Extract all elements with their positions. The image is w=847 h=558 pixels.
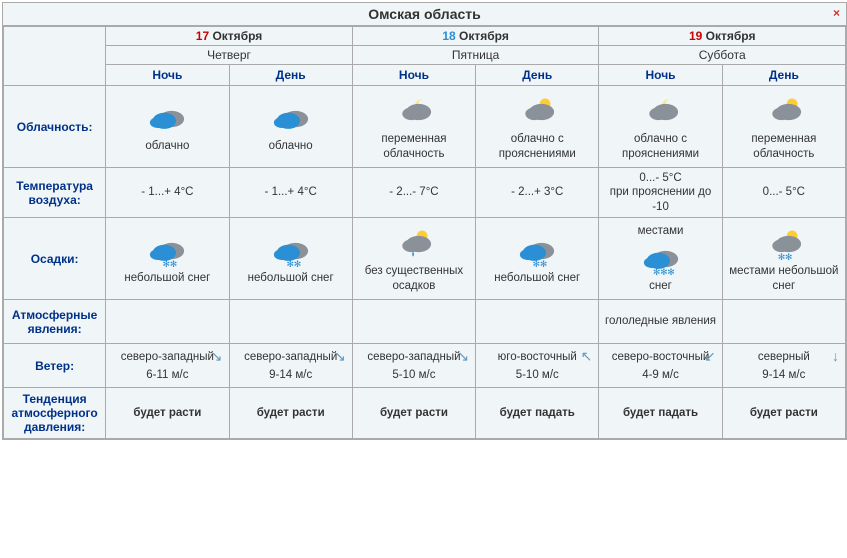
dow-header: Четверг (106, 46, 353, 65)
wind-dir: юго-восточный (478, 351, 596, 363)
wind-arrow-icon: ↘ (211, 348, 223, 365)
wind-cell: ↘северо-западный 5-10 м/с (352, 344, 475, 388)
date-header: 17 Октября (106, 27, 353, 46)
press-cell: будет расти (352, 388, 475, 439)
atm-cell (722, 300, 845, 344)
cloud-text: переменная облачность (725, 132, 843, 161)
dow-header: Суббота (599, 46, 846, 65)
wind-speed: 6-11 м/с (108, 369, 226, 381)
temp-cell: 0...- 5°Cпри прояснении до -10 (599, 168, 722, 218)
row-label-cloud: Облачность: (4, 86, 106, 168)
precip-icon (478, 233, 596, 269)
wind-dir: северо-западный (108, 351, 226, 363)
wind-arrow-icon: ↘ (457, 348, 469, 365)
cloud-cell: облачно (229, 86, 352, 168)
temp-cell: - 1...+ 4°C (106, 168, 229, 218)
row-label-precip: Осадки: (4, 218, 106, 300)
temp-cell: - 2...+ 3°C (476, 168, 599, 218)
precip-icon (108, 233, 226, 269)
row-label-empty (4, 27, 106, 86)
cloud-cell: облачно с прояснениями (599, 86, 722, 168)
date-header: 18 Октября (352, 27, 599, 46)
wind-speed: 9-14 м/с (232, 369, 350, 381)
cloud-text: облачно с прояснениями (601, 132, 719, 161)
precip-cell: небольшой снег (106, 218, 229, 300)
temp-cell: - 2...- 7°C (352, 168, 475, 218)
row-label-temp: Температура воздуха: (4, 168, 106, 218)
cloud-icon (478, 94, 596, 130)
cloud-text: облачно (232, 139, 350, 153)
row-label-press: Тенденция атмосферного давления: (4, 388, 106, 439)
atm-cell (229, 300, 352, 344)
press-cell: будет падать (599, 388, 722, 439)
dow-header: Пятница (352, 46, 599, 65)
weather-panel: Омская область × 17 Октября18 Октября19 … (2, 2, 847, 440)
close-icon[interactable]: × (833, 6, 840, 20)
wind-dir: северо-восточный (601, 351, 719, 363)
precip-cell: небольшой снег (229, 218, 352, 300)
wind-speed: 5-10 м/с (478, 369, 596, 381)
wind-cell: ↓северный 9-14 м/с (722, 344, 845, 388)
cloud-cell: переменная облачность (722, 86, 845, 168)
cloud-icon (355, 94, 473, 130)
cloud-icon (725, 94, 843, 130)
press-cell: будет расти (229, 388, 352, 439)
precip-cell: без существенных осадков (352, 218, 475, 300)
row-label-atm: Атмосферные явления: (4, 300, 106, 344)
cloud-icon (232, 101, 350, 137)
temp-cell: - 1...+ 4°C (229, 168, 352, 218)
wind-speed: 4-9 м/с (601, 369, 719, 381)
wind-cell: ↖юго-восточный 5-10 м/с (476, 344, 599, 388)
wind-cell: ↘северо-западный 9-14 м/с (229, 344, 352, 388)
wind-arrow-icon: ↖ (581, 348, 593, 365)
wind-dir: северный (725, 351, 843, 363)
wind-speed: 9-14 м/с (725, 369, 843, 381)
wind-dir: северо-западный (355, 351, 473, 363)
wind-arrow-icon: ↓ (832, 348, 839, 364)
wind-cell: ↙северо-восточный 4-9 м/с (599, 344, 722, 388)
day-header: День (476, 65, 599, 86)
cloud-cell: облачно (106, 86, 229, 168)
precip-icon (232, 233, 350, 269)
wind-arrow-icon: ↘ (334, 348, 346, 365)
atm-cell (352, 300, 475, 344)
date-header: 19 Октября (599, 27, 846, 46)
cloud-icon (108, 101, 226, 137)
cloud-cell: облачно с прояснениями (476, 86, 599, 168)
precip-cell: местами небольшой снег (722, 218, 845, 300)
atm-cell (476, 300, 599, 344)
forecast-table: 17 Октября18 Октября19 Октября ЧетвергПят… (3, 26, 846, 439)
night-header: Ночь (352, 65, 475, 86)
wind-cell: ↘северо-западный 6-11 м/с (106, 344, 229, 388)
title-bar: Омская область × (3, 3, 846, 26)
day-header: День (229, 65, 352, 86)
cloud-icon (601, 94, 719, 130)
atm-cell: гололедные явления (599, 300, 722, 344)
press-cell: будет падать (476, 388, 599, 439)
cloud-cell: переменная облачность (352, 86, 475, 168)
wind-speed: 5-10 м/с (355, 369, 473, 381)
page-title: Омская область (368, 6, 480, 22)
wind-arrow-icon: ↙ (704, 348, 716, 365)
precip-icon (355, 226, 473, 262)
press-cell: будет расти (722, 388, 845, 439)
press-cell: будет расти (106, 388, 229, 439)
cloud-text: облачно с прояснениями (478, 132, 596, 161)
row-label-wind: Ветер: (4, 344, 106, 388)
night-header: Ночь (599, 65, 722, 86)
wind-dir: северо-западный (232, 351, 350, 363)
cloud-text: облачно (108, 139, 226, 153)
cloud-text: переменная облачность (355, 132, 473, 161)
temp-cell: 0...- 5°C (722, 168, 845, 218)
night-header: Ночь (106, 65, 229, 86)
precip-cell: небольшой снег (476, 218, 599, 300)
precip-icon (601, 241, 719, 277)
day-header: День (722, 65, 845, 86)
precip-icon (725, 226, 843, 262)
precip-cell: местамиснег (599, 218, 722, 300)
atm-cell (106, 300, 229, 344)
